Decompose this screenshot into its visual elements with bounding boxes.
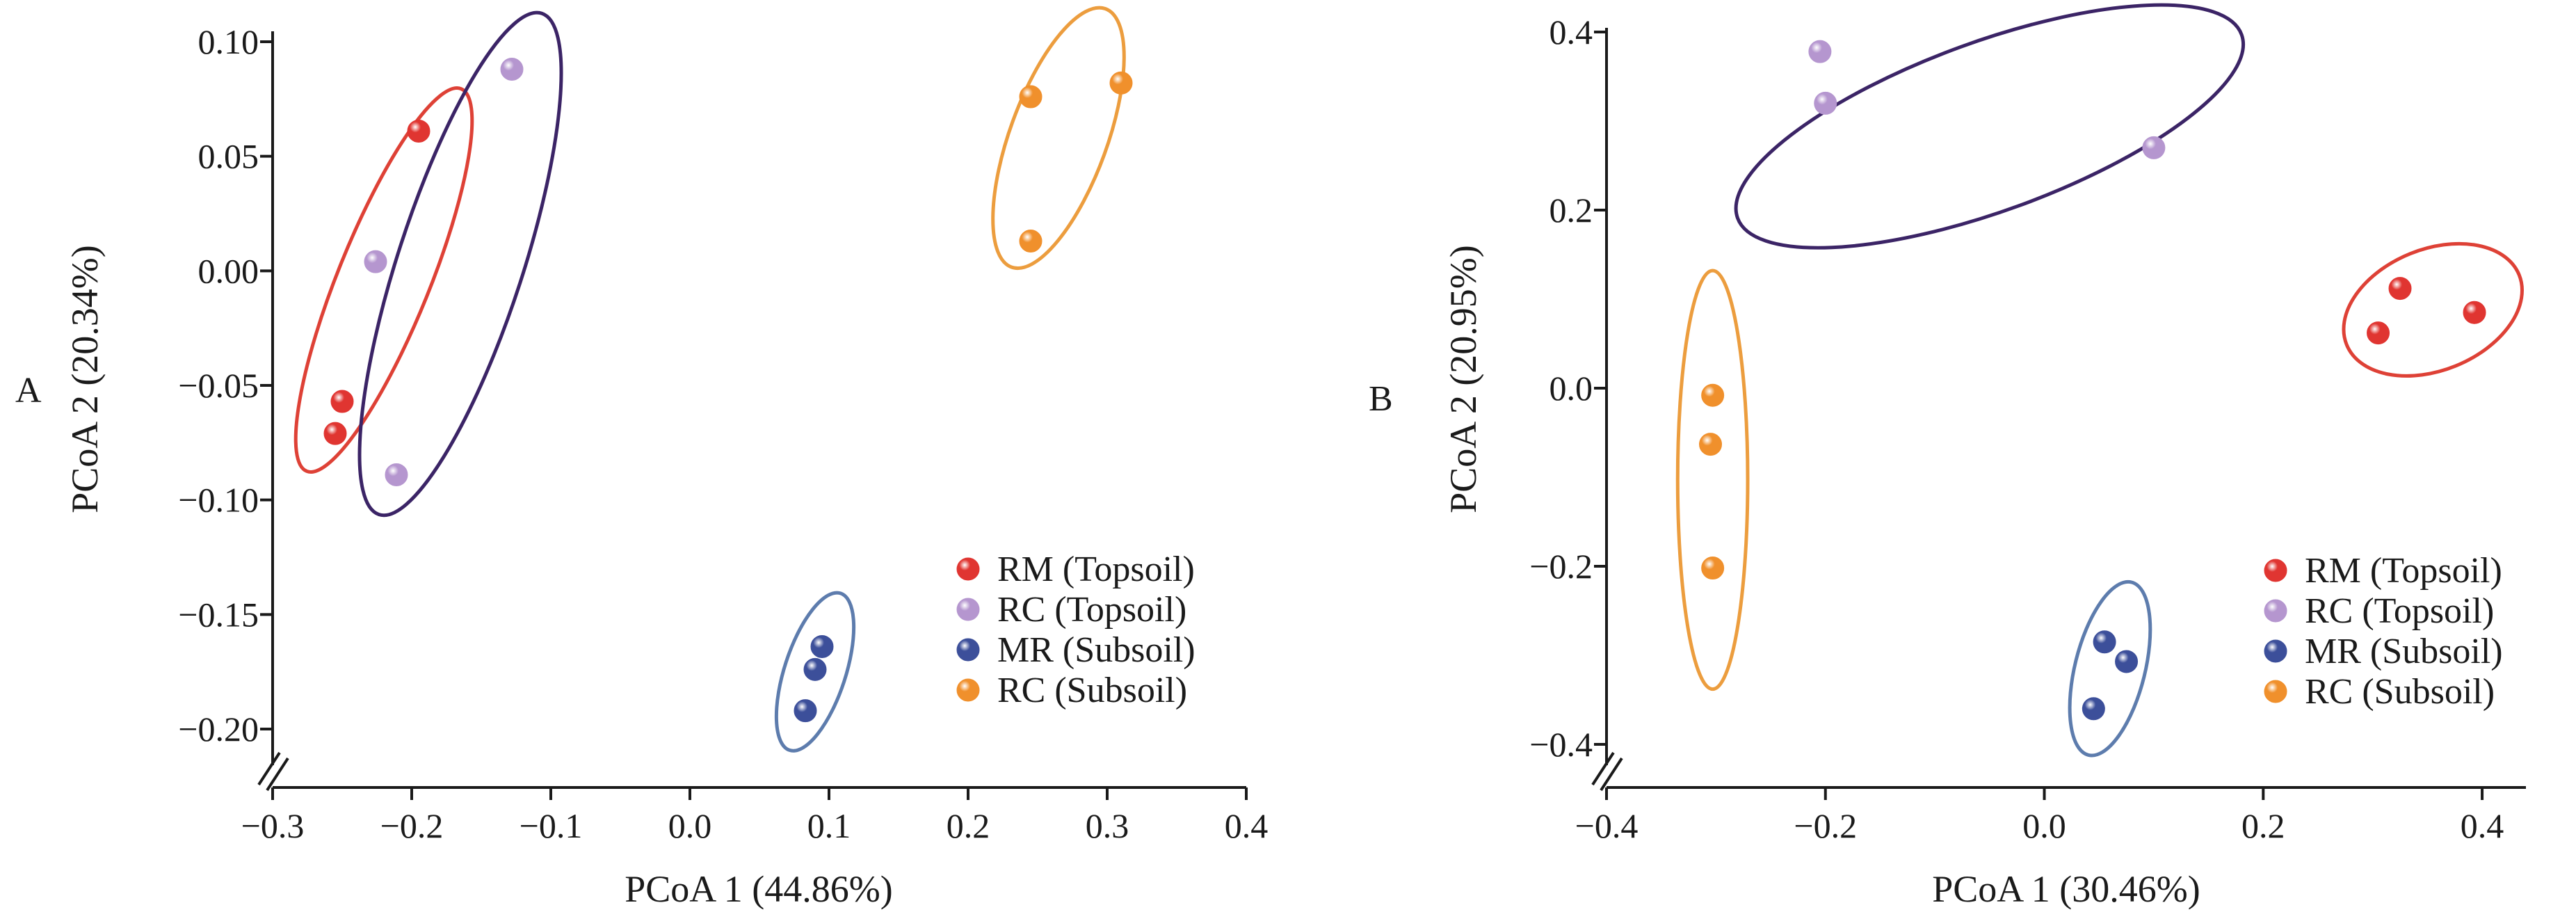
panel-b-y-ticks: 0.4 0.2 0.0 −0.2 −0.4 [1529, 13, 1607, 764]
panel-b-chart: B −0.4 −0.2 0.0 0.2 0.4 0.4 0.2 0.0 −0.2 −0.4 PC… [1369, 3, 2526, 910]
data-point-rc-topsoil [2142, 136, 2166, 159]
legend-label: MR (Subsoil) [2305, 632, 2503, 671]
legend-marker [2264, 599, 2287, 623]
y-tick-label: −0.20 [178, 710, 259, 749]
data-point-rm-topsoil [323, 422, 347, 445]
legend-marker [2264, 559, 2287, 582]
legend-label: MR (Subsoil) [997, 630, 1196, 670]
y-tick-label: −0.4 [1529, 725, 1593, 764]
confidence-ellipse-mr-subsoil [774, 591, 856, 753]
legend-marker [2264, 680, 2287, 703]
x-tick-label: −0.1 [520, 806, 583, 845]
data-point-mr-subsoil [803, 657, 827, 681]
y-tick-label: 0.0 [1549, 369, 1593, 408]
legend-marker [2264, 639, 2287, 663]
legend-label: RC (Topsoil) [997, 590, 1186, 630]
legend-label: RM (Topsoil) [2305, 551, 2502, 591]
legend-label: RM (Topsoil) [997, 550, 1195, 589]
confidence-ellipse-rm-topsoil [293, 86, 474, 474]
data-point-rc-subsoil [1701, 557, 1725, 580]
x-tick-label: 0.1 [807, 806, 851, 845]
data-point-rc-topsoil [364, 250, 387, 273]
panel-a-points [323, 58, 1133, 723]
x-tick-label: −0.2 [1794, 806, 1857, 845]
data-point-rc-topsoil [385, 463, 408, 486]
data-point-mr-subsoil [810, 634, 834, 658]
x-tick-label: 0.4 [2461, 806, 2504, 845]
data-point-rc-topsoil [1808, 40, 1832, 63]
legend-marker [956, 638, 980, 662]
panel-a-ellipses [293, 6, 1126, 753]
y-tick-label: 0.10 [198, 22, 259, 61]
legend-label: RC (Topsoil) [2305, 591, 2494, 631]
panel-b-ellipses [1675, 3, 2524, 758]
panel-b-axis-break [1591, 751, 1623, 792]
x-tick-label: 0.2 [2241, 806, 2285, 845]
y-tick-label: −0.2 [1529, 547, 1593, 586]
y-tick-label: 0.2 [1549, 191, 1593, 230]
legend-marker [956, 557, 980, 581]
panel-b-x-axis-title: PCoA 1 (30.46%) [1932, 868, 2200, 910]
x-tick-label: 0.3 [1086, 806, 1129, 845]
panel-a-y-axis-title: PCoA 2 (20.34%) [64, 245, 106, 513]
legend-marker [956, 678, 980, 702]
data-point-rc-subsoil [1701, 383, 1725, 407]
data-point-rm-topsoil [2388, 277, 2412, 301]
confidence-ellipse-rm-topsoil [2342, 241, 2524, 378]
data-point-rc-subsoil [1019, 230, 1043, 253]
data-point-rc-subsoil [1019, 85, 1043, 109]
panel-a-x-axis-title: PCoA 1 (44.86%) [625, 868, 893, 910]
confidence-ellipse-mr-subsoil [2068, 579, 2152, 758]
confidence-ellipse-rc-subsoil [991, 6, 1126, 271]
data-point-rc-subsoil [1109, 71, 1133, 95]
y-tick-label: 0.05 [198, 137, 259, 176]
x-tick-label: 0.0 [668, 806, 712, 845]
data-point-mr-subsoil [2082, 697, 2105, 721]
data-point-rc-topsoil [1814, 91, 1837, 115]
data-point-mr-subsoil [2093, 630, 2116, 654]
y-tick-label: −0.05 [178, 366, 259, 405]
panel-a-axis-break [257, 751, 289, 792]
panel-b-points [1699, 40, 2486, 721]
x-tick-label: −0.3 [241, 806, 305, 845]
data-point-rm-topsoil [2463, 301, 2486, 324]
panel-a-chart: A −0.3 −0.2 −0.1 0.0 0.1 0.2 0.3 0.4 0.100.050.… [15, 6, 1269, 910]
panel-b-x-ticks: −0.4 −0.2 0.0 0.2 0.4 [1575, 787, 2504, 845]
data-point-rm-topsoil [2367, 321, 2390, 345]
x-tick-label: 0.2 [947, 806, 990, 845]
x-tick-label: −0.4 [1575, 806, 1639, 845]
data-point-mr-subsoil [794, 699, 817, 723]
panel-a-x-ticks: −0.3 −0.2 −0.1 0.0 0.1 0.2 0.3 0.4 [241, 787, 1269, 845]
x-tick-label: 0.0 [2022, 806, 2066, 845]
panel-a-legend: RM (Topsoil)RC (Topsoil)MR (Subsoil)RC (… [956, 550, 1196, 710]
x-tick-label: −0.2 [380, 806, 444, 845]
data-point-rc-topsoil [500, 58, 524, 81]
panel-a-label: A [15, 371, 42, 410]
data-point-rm-topsoil [330, 390, 354, 413]
legend-label: RC (Subsoil) [2305, 672, 2495, 712]
legend-marker [956, 598, 980, 621]
panel-b-label: B [1369, 379, 1393, 419]
y-tick-label: 0.4 [1549, 13, 1593, 51]
panel-a-y-ticks: 0.10 0.05 0.00 −0.05 −0.10 −0.15 −0.20 [178, 22, 273, 749]
data-point-rm-topsoil [407, 119, 430, 143]
legend-label: RC (Subsoil) [997, 671, 1187, 710]
confidence-ellipse-rc-subsoil [1675, 269, 1750, 691]
confidence-ellipse-rc-topsoil [1734, 3, 2246, 250]
y-tick-label: −0.15 [178, 595, 259, 634]
data-point-rc-subsoil [1699, 433, 1723, 456]
panel-b-legend: RM (Topsoil)RC (Topsoil)MR (Subsoil)RC (… [2264, 551, 2503, 712]
panel-b-y-axis-title: PCoA 2 (20.95%) [1442, 245, 1484, 513]
data-point-mr-subsoil [2115, 650, 2139, 673]
y-tick-label: 0.00 [198, 251, 259, 290]
confidence-ellipse-rc-topsoil [357, 10, 563, 518]
x-tick-label: 0.4 [1225, 806, 1269, 845]
y-tick-label: −0.10 [178, 481, 259, 520]
